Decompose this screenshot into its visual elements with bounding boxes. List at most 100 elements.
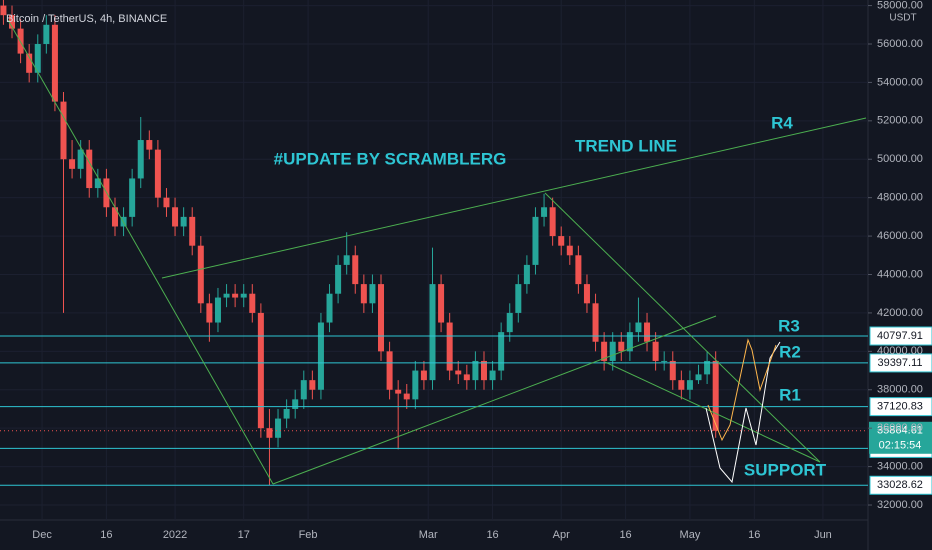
y-tick-label: 34000.00 (877, 461, 923, 473)
candle-body (618, 341, 625, 352)
candle-body (232, 293, 239, 298)
candle-body (77, 149, 84, 169)
level-label-box (869, 475, 932, 495)
candle-body (51, 24, 58, 102)
y-tick-label: 32000.00 (877, 499, 923, 511)
annotation: R4 (771, 113, 793, 132)
candle-body (111, 207, 118, 227)
candle-body (566, 245, 573, 256)
candle-body (60, 101, 67, 160)
candle-body (26, 53, 33, 73)
level-label-box (869, 326, 932, 346)
y-tick-label: 36000.00 (877, 422, 923, 434)
y-tick-label: 44000.00 (877, 268, 923, 280)
candle-body (575, 255, 582, 285)
candle-body (214, 297, 221, 323)
candle-body (609, 341, 616, 361)
x-tick-label: Dec (32, 529, 52, 541)
projection-path (707, 338, 777, 442)
chart-title: Bitcoin / TetherUS, 4h, BINANCE (6, 13, 167, 25)
candle-body (378, 284, 385, 352)
candle-body (386, 351, 393, 390)
y-tick-label: 52000.00 (877, 115, 923, 127)
annotation: R3 (778, 316, 800, 335)
candle-body (472, 360, 479, 381)
candle-body (275, 418, 282, 438)
candle-body (43, 24, 50, 44)
x-tick-label: 16 (748, 529, 760, 541)
candle-body (532, 216, 539, 265)
candle-body (549, 207, 556, 237)
candle-body (395, 389, 402, 394)
candle-body (249, 293, 256, 313)
countdown: 02:15:54 (879, 440, 922, 452)
candle-body (240, 293, 247, 298)
candle-body (463, 374, 470, 381)
candle-body (712, 360, 719, 431)
y-tick-label: 48000.00 (877, 192, 923, 204)
candle-body (515, 284, 522, 313)
level-label-box (869, 397, 932, 417)
candle-body (137, 140, 144, 179)
candle-body (129, 178, 136, 217)
y-tick-label: 58000.00 (877, 0, 923, 11)
candle-body (438, 284, 445, 323)
candle-body (335, 264, 342, 294)
level-label-box (869, 353, 932, 373)
trend-line (272, 315, 717, 485)
currency-label: USDT (889, 13, 916, 24)
candle-body (669, 360, 676, 381)
candle-body (601, 341, 608, 361)
candle-body (86, 149, 93, 189)
candle-body (541, 207, 548, 217)
candle-body (257, 312, 264, 429)
candle-body (206, 303, 213, 323)
annotation: #UPDATE BY SCRAMBLERG (274, 149, 507, 168)
candle-body (446, 322, 453, 371)
candle-body (94, 178, 101, 189)
level-label: 37120.83 (877, 401, 923, 413)
candle-body (420, 370, 427, 381)
candle-body (429, 284, 436, 381)
candle-body (343, 255, 350, 265)
x-tick-label: Jun (814, 529, 832, 541)
candle-body (369, 284, 376, 304)
candle-body (0, 5, 7, 16)
candle-body (455, 370, 462, 375)
candle-body (189, 216, 196, 246)
candle-body (583, 284, 590, 304)
candle-body (300, 380, 307, 400)
level-label: 40797.91 (877, 330, 923, 342)
candle-body (154, 149, 161, 198)
y-tick-label: 42000.00 (877, 307, 923, 319)
candle-body (317, 322, 324, 390)
annotation: R2 (779, 342, 801, 361)
projection-path (705, 341, 781, 484)
candle-body (558, 236, 565, 246)
candle-body (309, 380, 316, 390)
y-tick-label: 54000.00 (877, 76, 923, 88)
trend-line (7, 19, 274, 485)
y-tick-label: 38000.00 (877, 384, 923, 396)
candle-body (661, 360, 668, 362)
y-tick-label: 50000.00 (877, 153, 923, 165)
annotation: SUPPORT (744, 460, 827, 479)
level-label: 33028.62 (877, 479, 923, 491)
y-tick-label: 56000.00 (877, 38, 923, 50)
x-tick-label: 17 (238, 529, 250, 541)
drawings (7, 19, 867, 485)
candle-body (644, 322, 651, 342)
candle-body (283, 408, 290, 419)
candle-body (489, 370, 496, 381)
x-tick-label: 2022 (163, 529, 187, 541)
candle-body (592, 303, 599, 342)
annotation: TREND LINE (575, 136, 677, 155)
candle-body (523, 264, 530, 285)
candle-body (403, 393, 410, 400)
candle-body (652, 341, 659, 361)
candle-body (266, 428, 273, 438)
x-tick-label: Mar (419, 529, 438, 541)
candle-body (292, 399, 299, 409)
